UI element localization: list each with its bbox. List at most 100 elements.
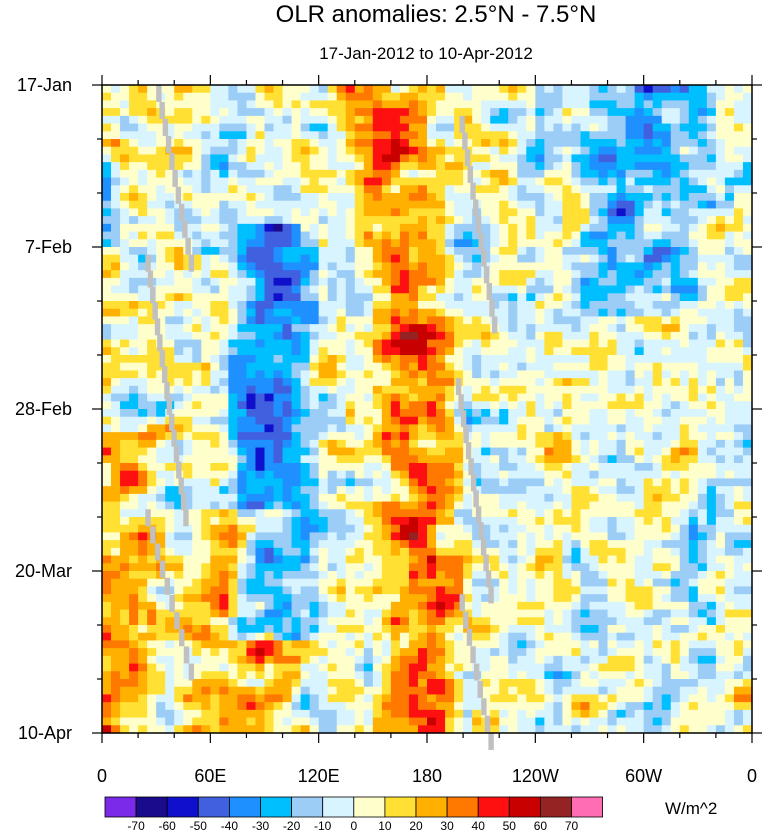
field-cell [616, 416, 627, 426]
field-cell [372, 547, 383, 557]
field-cell [318, 470, 329, 480]
field-cell [246, 200, 257, 210]
field-cell [625, 463, 636, 472]
field-cell [210, 339, 220, 348]
anomaly-field [102, 85, 753, 734]
field-cell [517, 601, 527, 611]
field-cell [733, 262, 744, 271]
field-cell [102, 339, 112, 348]
field-cell [237, 463, 248, 472]
field-cell [571, 254, 582, 264]
field-cell [300, 355, 311, 364]
field-cell [670, 432, 681, 441]
field-cell [643, 416, 654, 426]
field-cell [553, 601, 564, 611]
field-cell [454, 108, 464, 117]
field-cell [174, 100, 184, 109]
field-cell [381, 586, 392, 595]
field-cell [625, 239, 636, 248]
field-cell [553, 409, 564, 418]
field-cell [643, 200, 654, 210]
field-cell [463, 139, 473, 148]
field-cell [156, 316, 166, 325]
field-cell [625, 486, 636, 495]
field-cell [201, 362, 211, 372]
field-cell [399, 501, 410, 510]
field-cell [652, 455, 663, 464]
field-cell [102, 123, 112, 132]
field-cell [147, 193, 157, 202]
field-cell [381, 455, 392, 464]
field-cell [508, 355, 518, 364]
field-cell [526, 540, 536, 549]
field-cell [363, 401, 374, 410]
field-cell [174, 162, 184, 171]
field-cell [300, 517, 311, 526]
field-cell [463, 571, 473, 580]
field-cell [580, 115, 591, 125]
field-cell [481, 92, 491, 102]
field-cell [183, 293, 193, 302]
field-cell [282, 609, 293, 618]
field-cell [408, 555, 419, 564]
field-cell [399, 463, 410, 472]
field-cell [652, 285, 663, 294]
field-cell [463, 355, 473, 364]
field-cell [228, 432, 239, 441]
field-cell [652, 270, 663, 279]
field-cell [643, 139, 654, 148]
field-cell [318, 517, 329, 526]
field-cell [607, 247, 618, 256]
field-cell [571, 532, 582, 541]
field-cell [436, 478, 446, 487]
field-cell [535, 169, 545, 179]
field-cell [273, 100, 284, 109]
field-cell [625, 355, 636, 364]
field-cell [427, 316, 437, 325]
field-cell [445, 401, 455, 410]
field-cell [733, 478, 744, 487]
field-cell [562, 285, 573, 294]
field-cell [697, 478, 708, 487]
field-cell [255, 123, 266, 132]
field-cell [120, 154, 130, 163]
field-cell [688, 563, 699, 572]
field-cell [282, 223, 293, 233]
field-cell [282, 578, 293, 588]
field-cell [165, 208, 175, 217]
field-cell [165, 262, 175, 271]
field-cell [679, 270, 690, 279]
field-cell [120, 409, 130, 418]
field-cell [192, 401, 202, 410]
field-cell [372, 571, 383, 580]
field-cell [562, 432, 573, 441]
field-cell [724, 555, 735, 564]
field-cell [219, 308, 229, 318]
field-cell [508, 185, 518, 194]
field-cell [363, 463, 374, 472]
field-cell [616, 563, 627, 572]
field-cell [454, 115, 464, 125]
field-cell [544, 601, 554, 611]
field-cell [544, 169, 554, 179]
field-cell [129, 617, 139, 626]
field-cell [399, 216, 410, 225]
field-cell [580, 355, 591, 364]
field-cell [120, 100, 130, 109]
field-cell [535, 478, 545, 487]
field-cell [111, 239, 121, 248]
field-cell [571, 393, 582, 402]
field-cell [210, 231, 220, 240]
field-cell [255, 470, 266, 480]
field-cell [517, 285, 527, 294]
field-cell [427, 455, 437, 464]
field-cell [228, 409, 239, 418]
field-cell [390, 339, 401, 348]
field-cell [499, 555, 509, 564]
field-cell [427, 247, 437, 256]
field-cell [427, 285, 437, 294]
field-cell [706, 362, 717, 372]
field-cell [147, 216, 157, 225]
field-cell [228, 331, 239, 341]
field-cell [300, 223, 311, 233]
